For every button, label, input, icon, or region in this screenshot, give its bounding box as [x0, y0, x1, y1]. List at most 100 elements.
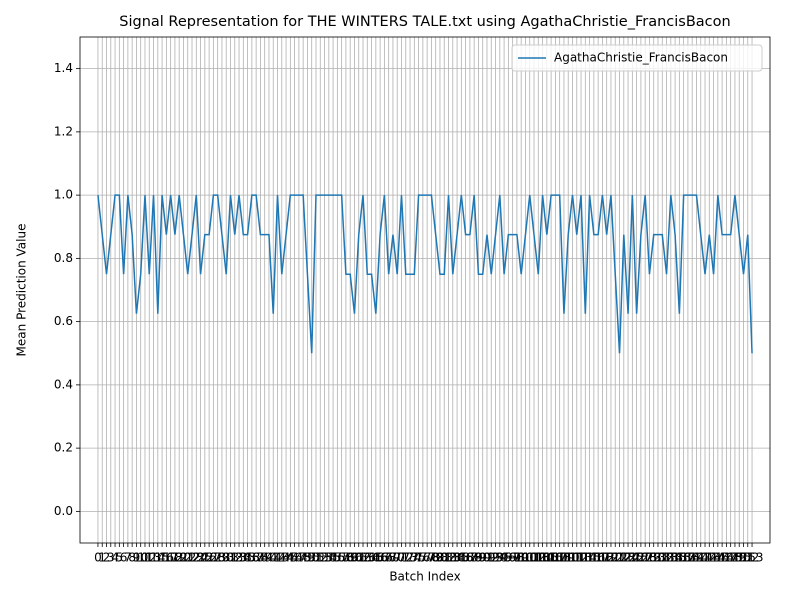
x-tick-label: 64	[364, 551, 379, 565]
x-tick-label: 57	[334, 551, 349, 565]
x-tick-label: 101	[518, 551, 541, 565]
x-tick-label: 120	[600, 551, 623, 565]
x-axis-label: Batch Index	[389, 570, 460, 584]
x-tick-label: 150	[728, 551, 751, 565]
x-tick-label: 116	[582, 551, 605, 565]
y-axis-label: Mean Prediction Value	[15, 224, 29, 357]
x-tick-label: 109	[552, 551, 575, 565]
x-tick-label: 36	[244, 551, 259, 565]
x-tick-label: 50	[304, 551, 319, 565]
x-tick-label: 100	[514, 551, 537, 565]
x-tick-label: 95	[496, 551, 511, 565]
x-tick-label: 113	[570, 551, 593, 565]
x-tick-label: 124	[617, 551, 640, 565]
x-tick-label: 51	[308, 551, 323, 565]
x-tick-label: 29	[214, 551, 229, 565]
x-tick-label: 56	[330, 551, 345, 565]
x-tick-label: 105	[535, 551, 558, 565]
x-tick-label: 53	[317, 551, 332, 565]
x-tick-label: 60	[347, 551, 362, 565]
x-tick-label: 43	[274, 551, 289, 565]
x-tick-label: 32	[227, 551, 242, 565]
x-tick-label: 90	[475, 551, 490, 565]
x-tick-label: 38	[253, 551, 268, 565]
x-tick-label: 94	[492, 551, 507, 565]
x-tick-label: 65	[368, 551, 383, 565]
x-tick-label: 61	[351, 551, 366, 565]
x-tick-label: 97	[505, 551, 520, 565]
x-tick-label: 121	[604, 551, 627, 565]
legend-label: AgathaChristie_FrancisBacon	[554, 51, 728, 65]
x-tick-label: 114	[574, 551, 597, 565]
x-tick-label: 71	[394, 551, 409, 565]
y-tick-label: 1.4	[54, 61, 73, 75]
x-tick-label: 132	[651, 551, 674, 565]
x-tick-label: 119	[595, 551, 618, 565]
x-tick-label: 126	[625, 551, 648, 565]
y-tick-label: 0.0	[54, 504, 73, 518]
x-tick-label: 153	[741, 551, 764, 565]
x-tick-label: 89	[471, 551, 486, 565]
x-tick-label: 98	[509, 551, 524, 565]
x-tick-label: 135	[664, 551, 687, 565]
x-tick-label: 6	[120, 551, 128, 565]
x-tick-label: 55	[325, 551, 340, 565]
x-tick-label: 133	[655, 551, 678, 565]
x-tick-label: 103	[527, 551, 550, 565]
x-tick-label: 30	[219, 551, 234, 565]
x-tick-label: 52	[313, 551, 328, 565]
x-tick-label: 91	[479, 551, 494, 565]
x-tick-label: 151	[732, 551, 755, 565]
x-tick-label: 115	[578, 551, 601, 565]
x-tick-label: 14	[150, 551, 165, 565]
x-tick-label: 33	[231, 551, 246, 565]
x-tick-label: 31	[223, 551, 238, 565]
x-tick-label: 93	[488, 551, 503, 565]
x-tick-label: 77	[419, 551, 434, 565]
x-tick-label: 48	[296, 551, 311, 565]
x-tick-label: 140	[685, 551, 708, 565]
y-tick-label: 0.6	[54, 314, 73, 328]
x-tick-label: 145	[706, 551, 729, 565]
x-tick-label: 13	[146, 551, 161, 565]
x-tick-label: 110	[557, 551, 580, 565]
x-tick-label: 39	[257, 551, 272, 565]
x-tick-label: 8	[128, 551, 136, 565]
x-tick-label: 70	[390, 551, 405, 565]
x-tick-label: 134	[659, 551, 682, 565]
x-tick-label: 138	[676, 551, 699, 565]
x-tick-label: 75	[411, 551, 426, 565]
x-tick-label: 42	[270, 551, 285, 565]
x-tick-label: 3	[107, 551, 115, 565]
x-tick-label: 123	[612, 551, 635, 565]
x-tick-label: 37	[248, 551, 263, 565]
x-tick-label: 117	[587, 551, 610, 565]
x-tick-label: 96	[501, 551, 516, 565]
x-tick-label: 141	[689, 551, 712, 565]
x-tick-label: 69	[385, 551, 400, 565]
x-tick-label: 86	[458, 551, 473, 565]
x-tick-label: 25	[197, 551, 212, 565]
x-tick-label: 127	[629, 551, 652, 565]
legend-box	[511, 44, 763, 72]
x-tick-label: 41	[266, 551, 281, 565]
chart-title: Signal Representation for THE WINTERS TA…	[119, 14, 730, 30]
x-tick-label: 84	[449, 551, 464, 565]
x-tick-label: 5	[116, 551, 124, 565]
x-tick-label: 26	[201, 551, 216, 565]
x-tick-label: 144	[702, 551, 725, 565]
x-tick-label: 18	[167, 551, 182, 565]
x-tick-label: 19	[172, 551, 187, 565]
y-tick-label: 0.8	[54, 251, 73, 265]
x-tick-label: 46	[287, 551, 302, 565]
x-tick-label: 62	[355, 551, 370, 565]
x-tick-label: 47	[291, 551, 306, 565]
x-tick-label: 130	[642, 551, 665, 565]
x-tick-label: 59	[343, 551, 358, 565]
x-tick-label: 118	[591, 551, 614, 565]
x-tick-label: 87	[462, 551, 477, 565]
x-tick-label: 67	[377, 551, 392, 565]
x-tick-label: 20	[176, 551, 191, 565]
x-tick-label: 63	[360, 551, 375, 565]
